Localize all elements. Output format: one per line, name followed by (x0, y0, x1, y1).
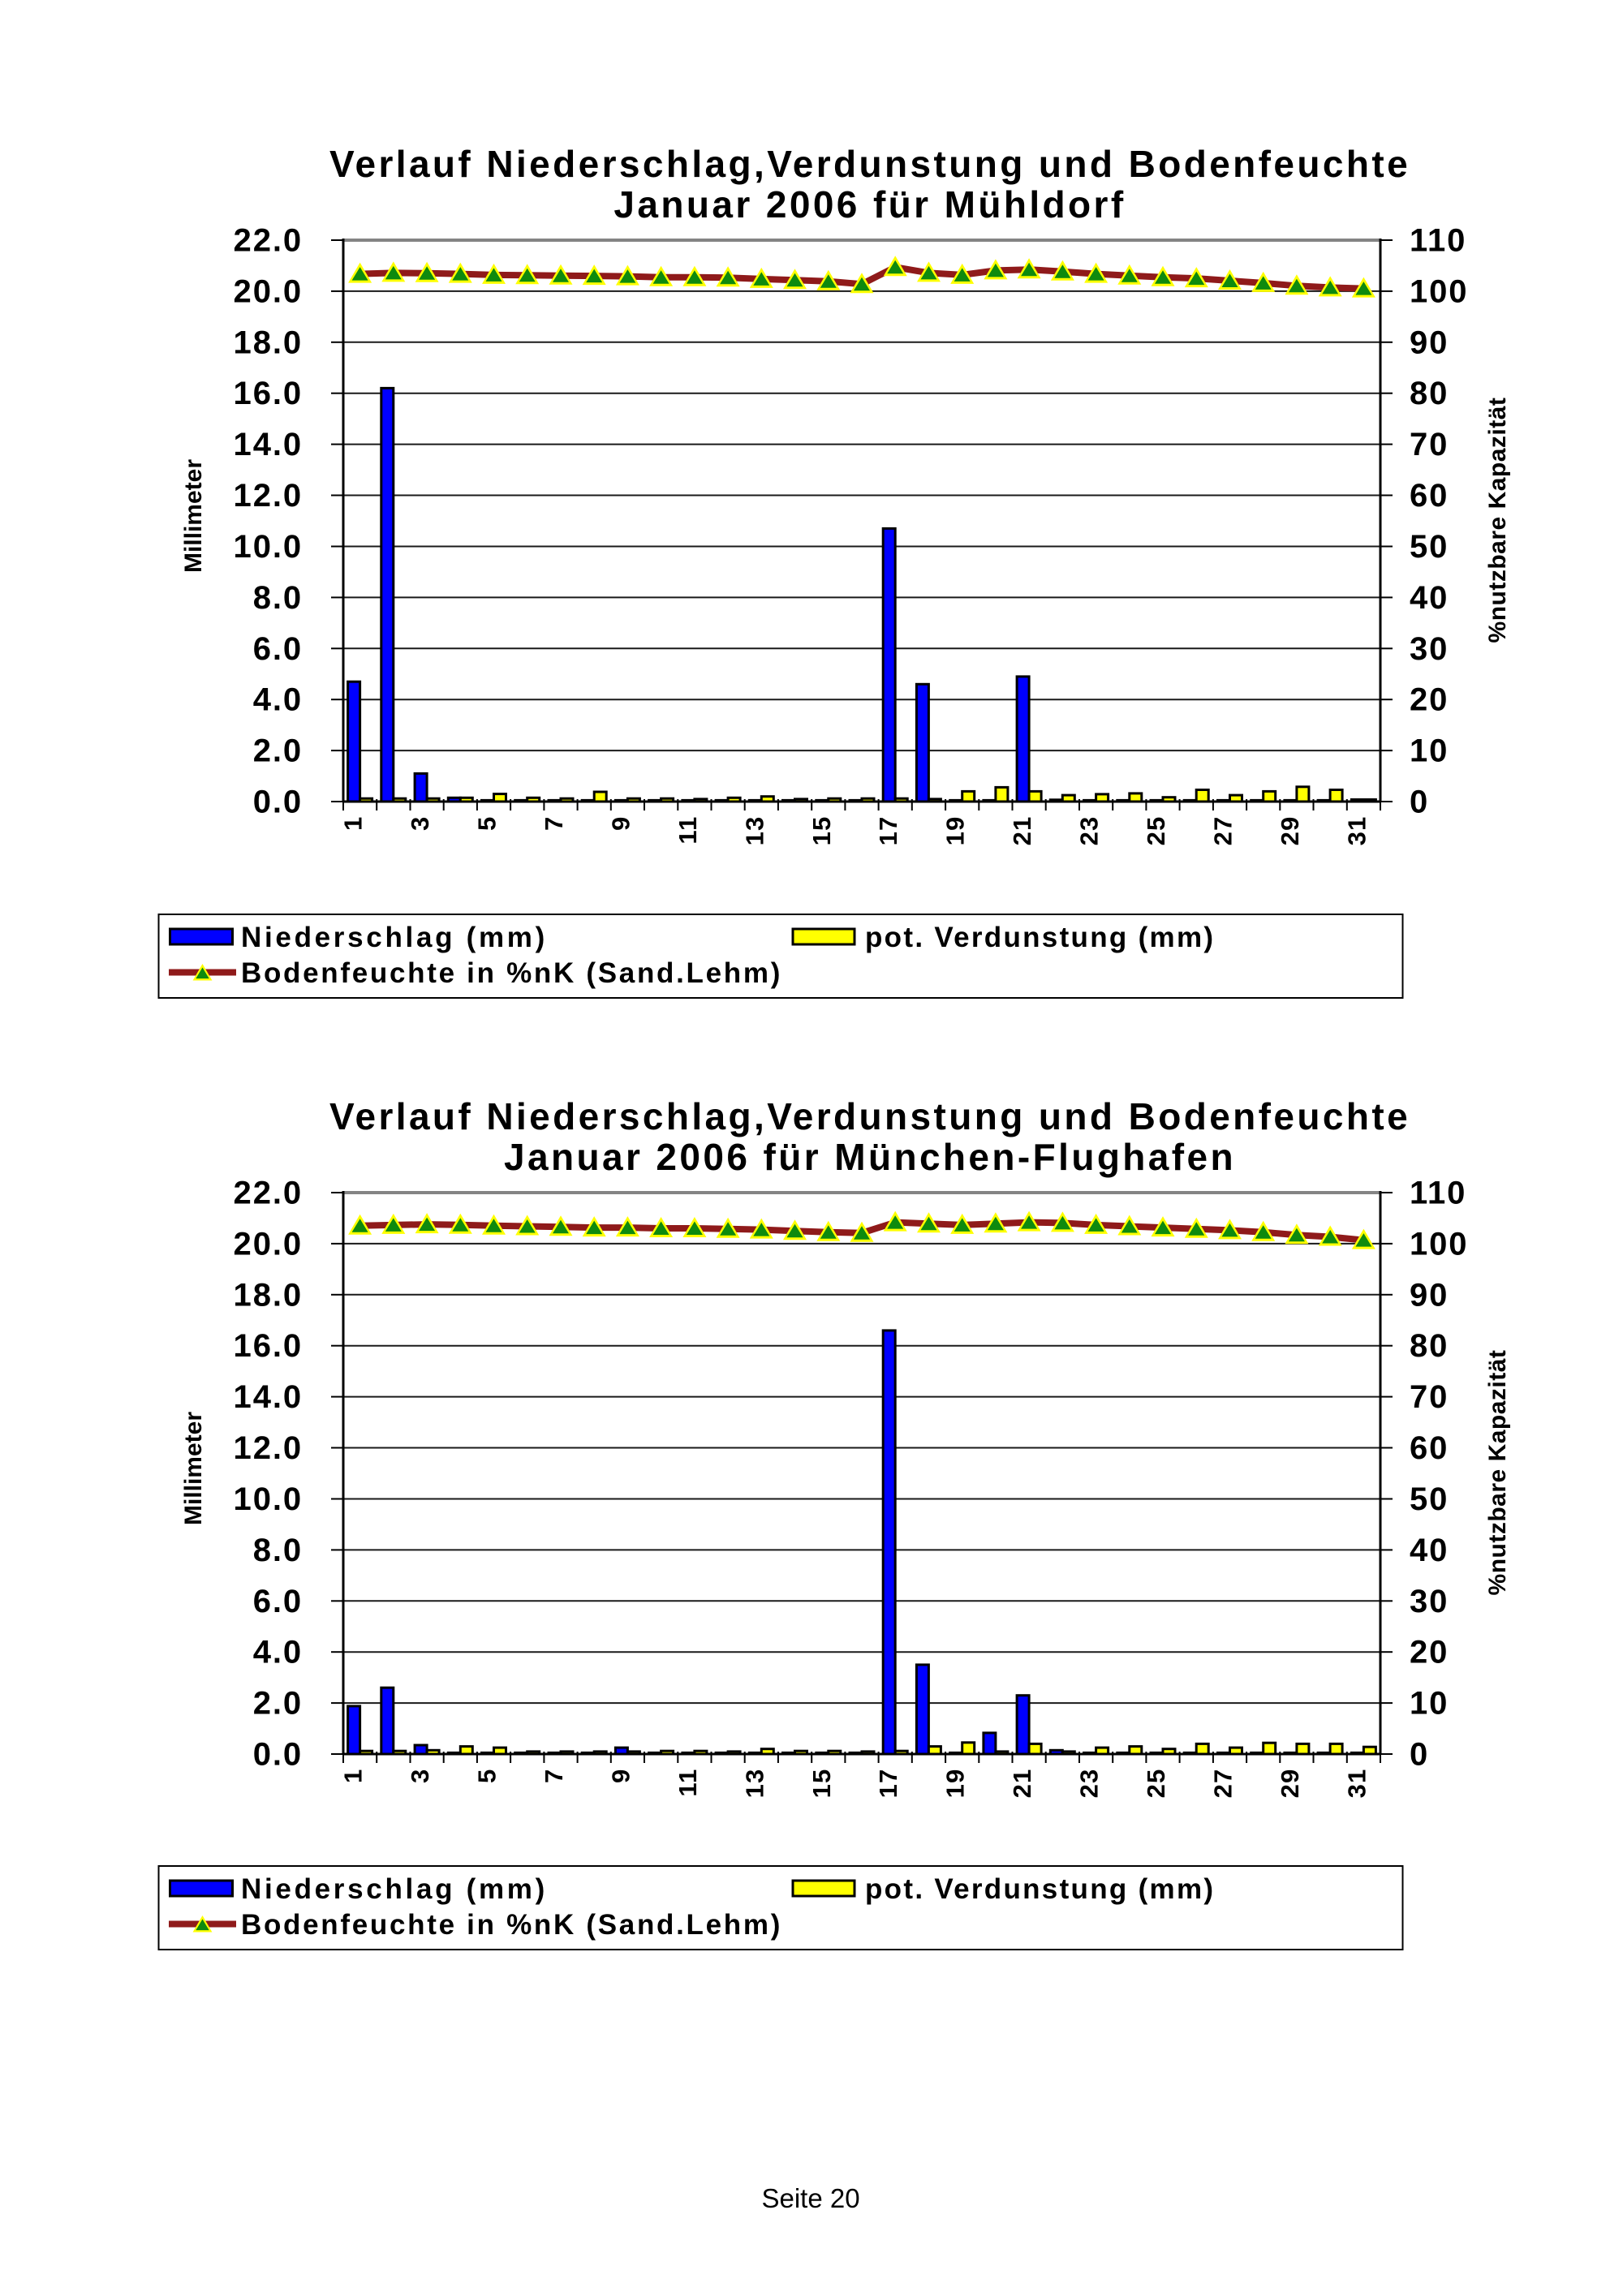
svg-text:27: 27 (1209, 1769, 1238, 1799)
svg-text:100: 100 (1410, 273, 1468, 309)
svg-text:Bodenfeuchte in %nK (Sand.Lehm: Bodenfeuchte in %nK (Sand.Lehm) (241, 1909, 782, 1941)
svg-text:6.0: 6.0 (253, 631, 303, 667)
svg-text:12.0: 12.0 (234, 478, 303, 514)
svg-text:15: 15 (807, 816, 836, 846)
svg-text:2.0: 2.0 (253, 1686, 303, 1722)
svg-text:110: 110 (1410, 223, 1466, 259)
svg-text:7: 7 (540, 816, 568, 831)
svg-text:14.0: 14.0 (234, 1379, 303, 1415)
svg-text:Niederschlag (mm): Niederschlag (mm) (241, 1873, 548, 1905)
svg-text:30: 30 (1410, 1584, 1449, 1619)
svg-text:40: 40 (1410, 1533, 1449, 1568)
svg-text:22.0: 22.0 (234, 223, 303, 259)
svg-text:20: 20 (1410, 682, 1449, 718)
svg-text:60: 60 (1410, 1430, 1449, 1466)
svg-text:9: 9 (606, 816, 635, 831)
svg-text:110: 110 (1410, 1176, 1466, 1211)
svg-text:Verlauf Niederschlag,Verdunstu: Verlauf Niederschlag,Verdunstung und Bod… (329, 1095, 1410, 1137)
svg-text:15: 15 (807, 1769, 836, 1799)
svg-text:25: 25 (1142, 816, 1170, 846)
svg-text:10.0: 10.0 (234, 1481, 303, 1517)
svg-text:14.0: 14.0 (234, 427, 303, 462)
svg-text:8.0: 8.0 (253, 1533, 303, 1568)
svg-text:21: 21 (1008, 816, 1036, 846)
svg-text:16.0: 16.0 (234, 1328, 303, 1364)
svg-text:12.0: 12.0 (234, 1430, 303, 1466)
svg-text:4.0: 4.0 (253, 682, 303, 718)
svg-text:23: 23 (1075, 1769, 1104, 1799)
svg-text:25: 25 (1142, 1769, 1170, 1799)
svg-text:10: 10 (1410, 1686, 1449, 1722)
svg-text:5: 5 (473, 816, 502, 831)
svg-text:18.0: 18.0 (234, 1277, 303, 1313)
svg-text:17: 17 (874, 816, 902, 846)
svg-text:Niederschlag (mm): Niederschlag (mm) (241, 922, 548, 953)
svg-text:0: 0 (1410, 785, 1429, 820)
svg-text:19: 19 (941, 816, 970, 846)
svg-text:23: 23 (1075, 816, 1104, 846)
svg-text:50: 50 (1410, 529, 1449, 565)
svg-text:29: 29 (1276, 1769, 1304, 1799)
svg-text:80: 80 (1410, 1328, 1449, 1364)
svg-text:10: 10 (1410, 733, 1449, 769)
svg-text:8.0: 8.0 (253, 580, 303, 616)
svg-text:80: 80 (1410, 376, 1449, 411)
svg-text:11: 11 (674, 1769, 702, 1797)
svg-text:6.0: 6.0 (253, 1584, 303, 1619)
svg-text:%nutzbare Kapazität: %nutzbare Kapazität (1484, 1350, 1511, 1596)
svg-text:1: 1 (339, 1769, 368, 1783)
svg-text:Millimeter: Millimeter (180, 459, 207, 573)
svg-text:20.0: 20.0 (234, 1226, 303, 1262)
svg-text:16.0: 16.0 (234, 376, 303, 411)
svg-text:2.0: 2.0 (253, 733, 303, 769)
svg-text:4.0: 4.0 (253, 1635, 303, 1670)
svg-text:70: 70 (1410, 1379, 1449, 1415)
svg-text:60: 60 (1410, 478, 1449, 514)
svg-text:31: 31 (1342, 816, 1371, 846)
svg-text:27: 27 (1209, 816, 1238, 846)
svg-text:Seite 20: Seite 20 (761, 2183, 859, 2213)
svg-text:19: 19 (941, 1769, 970, 1799)
svg-text:Januar 2006 für München-Flugha: Januar 2006 für München-Flughafen (504, 1136, 1236, 1178)
svg-text:0.0: 0.0 (253, 1737, 303, 1773)
svg-text:40: 40 (1410, 580, 1449, 616)
svg-text:20: 20 (1410, 1635, 1449, 1670)
svg-text:%nutzbare Kapazität: %nutzbare Kapazität (1484, 398, 1511, 643)
svg-text:Bodenfeuchte in %nK (Sand.Lehm: Bodenfeuchte in %nK (Sand.Lehm) (241, 957, 782, 989)
svg-text:3: 3 (406, 1769, 434, 1783)
svg-text:10.0: 10.0 (234, 529, 303, 565)
svg-text:pot. Verdunstung (mm): pot. Verdunstung (mm) (865, 922, 1215, 953)
svg-text:20.0: 20.0 (234, 273, 303, 309)
svg-text:100: 100 (1410, 1226, 1468, 1262)
svg-text:21: 21 (1008, 1769, 1036, 1799)
svg-text:90: 90 (1410, 1277, 1449, 1313)
svg-text:90: 90 (1410, 325, 1449, 360)
svg-text:29: 29 (1276, 816, 1304, 846)
svg-text:50: 50 (1410, 1481, 1449, 1517)
svg-text:30: 30 (1410, 631, 1449, 667)
svg-text:17: 17 (874, 1769, 902, 1799)
svg-text:3: 3 (406, 816, 434, 831)
svg-text:22.0: 22.0 (234, 1176, 303, 1211)
svg-text:70: 70 (1410, 427, 1449, 462)
svg-text:31: 31 (1342, 1769, 1371, 1799)
svg-text:Verlauf Niederschlag,Verdunstu: Verlauf Niederschlag,Verdunstung und Bod… (329, 143, 1410, 185)
svg-text:13: 13 (740, 1769, 768, 1799)
svg-text:0: 0 (1410, 1737, 1429, 1773)
svg-text:1: 1 (339, 816, 368, 831)
svg-text:pot. Verdunstung (mm): pot. Verdunstung (mm) (865, 1873, 1215, 1905)
svg-text:11: 11 (674, 816, 702, 845)
svg-text:18.0: 18.0 (234, 325, 303, 360)
svg-text:13: 13 (740, 816, 768, 846)
svg-text:Millimeter: Millimeter (180, 1412, 207, 1525)
svg-text:5: 5 (473, 1769, 502, 1783)
svg-text:Januar 2006 für Mühldorf: Januar 2006 für Mühldorf (613, 183, 1126, 226)
svg-text:7: 7 (540, 1769, 568, 1783)
svg-text:0.0: 0.0 (253, 785, 303, 820)
svg-text:9: 9 (606, 1769, 635, 1783)
